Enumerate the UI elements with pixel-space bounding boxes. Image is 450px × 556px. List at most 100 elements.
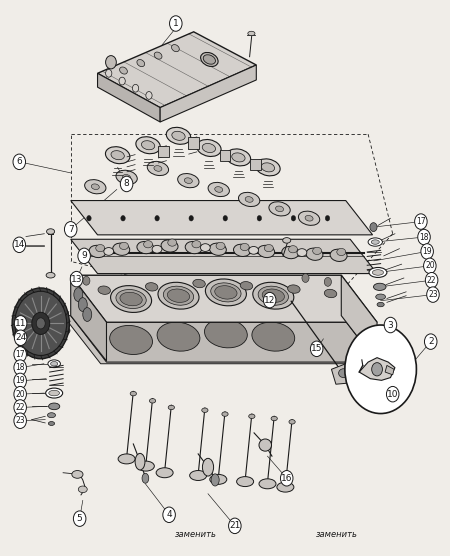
Ellipse shape [202,143,216,152]
Ellipse shape [376,294,386,300]
Circle shape [146,92,152,100]
Polygon shape [364,386,395,411]
Text: 19: 19 [15,376,25,385]
Ellipse shape [215,187,223,192]
Ellipse shape [56,326,70,335]
Text: 6: 6 [16,157,22,166]
Ellipse shape [178,173,199,188]
Ellipse shape [122,175,130,180]
Ellipse shape [166,127,191,145]
Ellipse shape [211,474,219,486]
Ellipse shape [282,246,299,259]
Ellipse shape [252,322,295,351]
Circle shape [121,216,125,221]
Circle shape [302,274,309,282]
Circle shape [83,276,90,285]
Text: заменить: заменить [316,530,358,539]
Polygon shape [71,201,373,235]
Ellipse shape [202,458,214,476]
Circle shape [13,154,26,170]
Ellipse shape [240,244,249,251]
Ellipse shape [210,474,227,484]
Ellipse shape [204,319,248,348]
Ellipse shape [264,245,273,252]
Text: 18: 18 [15,363,25,372]
Circle shape [427,287,439,302]
Ellipse shape [137,59,145,67]
Ellipse shape [377,302,384,307]
Circle shape [223,216,228,221]
Ellipse shape [98,286,111,294]
Ellipse shape [119,242,128,250]
Ellipse shape [269,202,290,216]
Text: 19: 19 [423,247,432,256]
Ellipse shape [371,240,379,244]
Circle shape [424,334,437,349]
Text: 5: 5 [77,514,82,523]
Ellipse shape [372,270,383,275]
Circle shape [106,70,112,77]
Ellipse shape [211,283,241,302]
Ellipse shape [193,279,205,287]
Text: 4: 4 [166,510,172,519]
Ellipse shape [96,245,105,252]
Ellipse shape [338,369,348,378]
Text: 22: 22 [427,276,436,285]
Ellipse shape [46,229,54,234]
Ellipse shape [156,468,173,478]
Ellipse shape [262,289,284,302]
Ellipse shape [163,286,194,305]
Ellipse shape [49,403,60,410]
Ellipse shape [259,439,271,451]
Circle shape [50,345,58,354]
Ellipse shape [145,282,158,291]
Ellipse shape [136,137,160,153]
Text: 8: 8 [124,180,130,188]
Polygon shape [63,316,377,364]
Text: 10: 10 [387,390,398,399]
Ellipse shape [201,52,218,67]
Text: 1: 1 [173,19,179,28]
Circle shape [414,214,427,229]
Ellipse shape [208,182,230,197]
Ellipse shape [154,166,162,171]
Ellipse shape [237,476,254,486]
Ellipse shape [200,244,210,251]
Polygon shape [71,275,107,361]
Ellipse shape [283,237,291,243]
Ellipse shape [118,454,135,464]
Circle shape [14,386,27,402]
Circle shape [14,400,27,415]
Ellipse shape [226,149,251,166]
FancyBboxPatch shape [250,159,261,170]
Circle shape [163,507,176,523]
Polygon shape [71,316,377,362]
Circle shape [14,360,27,375]
Text: 15: 15 [311,344,323,353]
Text: 3: 3 [387,320,393,330]
Ellipse shape [144,241,153,248]
Ellipse shape [245,197,253,202]
Ellipse shape [240,281,253,290]
Circle shape [13,237,26,252]
Circle shape [345,325,416,414]
Ellipse shape [324,289,337,297]
FancyBboxPatch shape [220,150,230,161]
Ellipse shape [288,285,300,293]
Ellipse shape [120,67,127,74]
Ellipse shape [313,247,322,255]
Text: 23: 23 [428,290,438,299]
Circle shape [12,288,69,359]
Circle shape [14,346,27,362]
Ellipse shape [202,408,208,413]
Ellipse shape [157,322,200,351]
Circle shape [32,312,50,334]
Ellipse shape [141,141,155,150]
Ellipse shape [50,361,58,366]
Ellipse shape [288,246,297,253]
Circle shape [78,248,90,264]
Text: 13: 13 [71,275,82,284]
Ellipse shape [45,388,63,398]
Ellipse shape [184,178,192,183]
Ellipse shape [120,292,142,306]
